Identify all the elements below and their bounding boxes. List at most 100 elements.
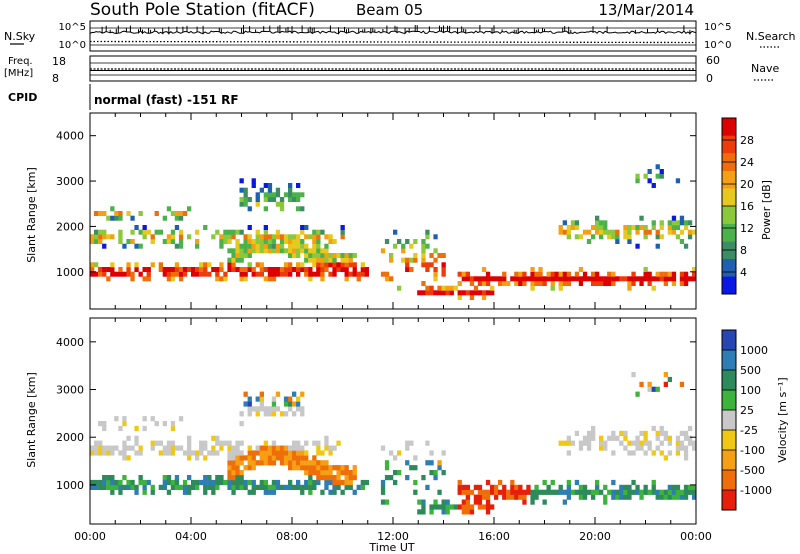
heatmap-cell	[332, 445, 337, 451]
heatmap-cell	[494, 494, 499, 500]
nave-tick-low: 0	[706, 72, 713, 85]
heatmap-cell	[465, 499, 470, 505]
heatmap-cell	[154, 211, 159, 216]
heatmap-cell	[481, 276, 487, 282]
heatmap-cell	[530, 494, 535, 500]
heatmap-cell	[142, 479, 147, 486]
heatmap-cell	[118, 450, 123, 456]
colorbar-swatch	[722, 170, 736, 189]
y-tick-label: 4000	[56, 336, 84, 349]
heatmap-cell	[142, 484, 147, 490]
heatmap-cell	[207, 484, 212, 490]
heatmap-cell	[118, 479, 123, 486]
heatmap-cell	[320, 267, 325, 272]
heatmap-cell	[360, 267, 365, 272]
heatmap-cell	[267, 445, 273, 451]
heatmap-cell	[275, 201, 281, 207]
heatmap-cell	[433, 257, 438, 263]
heatmap-cell	[324, 470, 329, 476]
heatmap-cell	[485, 281, 491, 286]
heatmap-cell	[166, 489, 172, 495]
heatmap-cell	[267, 234, 273, 240]
heatmap-cell	[433, 470, 438, 476]
heatmap-cell	[639, 440, 644, 446]
heatmap-cell	[485, 479, 491, 486]
heatmap-cell	[518, 484, 523, 490]
heatmap-cell	[413, 239, 418, 244]
heatmap-cell	[259, 243, 264, 249]
heatmap-cell	[231, 460, 236, 466]
heatmap-cell	[90, 262, 95, 268]
heatmap-cell	[651, 489, 656, 495]
heatmap-cell	[574, 430, 580, 436]
heatmap-cell	[263, 206, 268, 212]
heatmap-cell	[170, 440, 176, 446]
heatmap-cell	[199, 479, 204, 486]
nsky-trace	[89, 25, 697, 35]
heatmap-cell	[247, 243, 252, 249]
heatmap-cell	[599, 220, 604, 226]
heatmap-cell	[389, 450, 394, 456]
colorbar-tick-label: 12	[740, 222, 754, 235]
colorbar-swatch	[722, 276, 736, 295]
heatmap-cell	[219, 276, 224, 282]
heatmap-cell	[441, 290, 446, 296]
heatmap-cell	[247, 396, 252, 402]
heatmap-cell	[453, 285, 458, 291]
heatmap-cell	[429, 509, 434, 515]
heatmap-cell	[490, 489, 495, 495]
heatmap-cell	[667, 229, 672, 235]
heatmap-cell	[562, 276, 567, 282]
heatmap-cell	[595, 489, 600, 495]
heatmap-cell	[627, 239, 632, 244]
heatmap-cell	[659, 271, 664, 277]
velocity-x-axis: 00:00 04:00 08:00 12:00 16:00 20:00 00:00	[74, 318, 712, 543]
heatmap-cell	[328, 239, 333, 244]
heatmap-cell	[98, 267, 103, 272]
heatmap-cell	[603, 499, 608, 505]
heatmap-cell	[199, 262, 204, 268]
heatmap-cell	[421, 509, 426, 515]
heatmap-cell	[275, 248, 281, 254]
heatmap-cell	[182, 211, 188, 216]
heatmap-cell	[211, 479, 216, 486]
heatmap-cell	[332, 489, 337, 495]
heatmap-cell	[591, 225, 596, 230]
heatmap-cell	[292, 253, 297, 258]
heatmap-cell	[304, 234, 309, 240]
x-axis-title: Time UT	[368, 541, 414, 554]
heatmap-cell	[558, 489, 563, 495]
heatmap-cell	[522, 276, 527, 282]
heatmap-cell	[659, 234, 664, 240]
heatmap-cell	[595, 229, 600, 235]
heatmap-cell	[178, 416, 184, 422]
heatmap-cell	[445, 504, 450, 510]
heatmap-cell	[239, 229, 244, 235]
heatmap-cell	[279, 411, 285, 417]
heatmap-cell	[138, 450, 143, 456]
heatmap-cell	[498, 281, 503, 286]
heatmap-cell	[178, 234, 184, 240]
heatmap-cell	[425, 484, 430, 490]
heatmap-cell	[502, 276, 507, 282]
heatmap-cell	[271, 234, 277, 240]
heatmap-cell	[324, 479, 329, 486]
heatmap-cell	[639, 430, 644, 436]
heatmap-cell	[591, 271, 596, 277]
heatmap-cell	[308, 271, 313, 277]
heatmap-cell	[639, 276, 644, 282]
heatmap-cell	[481, 267, 487, 272]
heatmap-cell	[138, 479, 143, 486]
heatmap-cell	[635, 225, 640, 230]
heatmap-cell	[235, 257, 240, 263]
heatmap-cell	[247, 239, 252, 244]
heatmap-cell	[271, 411, 277, 417]
heatmap-cell	[118, 271, 123, 277]
heatmap-cell	[324, 465, 329, 471]
heatmap-cell	[300, 391, 305, 397]
heatmap-cell	[195, 229, 200, 235]
heatmap-cell	[211, 489, 216, 495]
heatmap-cell	[304, 243, 309, 249]
heatmap-cell	[586, 435, 592, 441]
